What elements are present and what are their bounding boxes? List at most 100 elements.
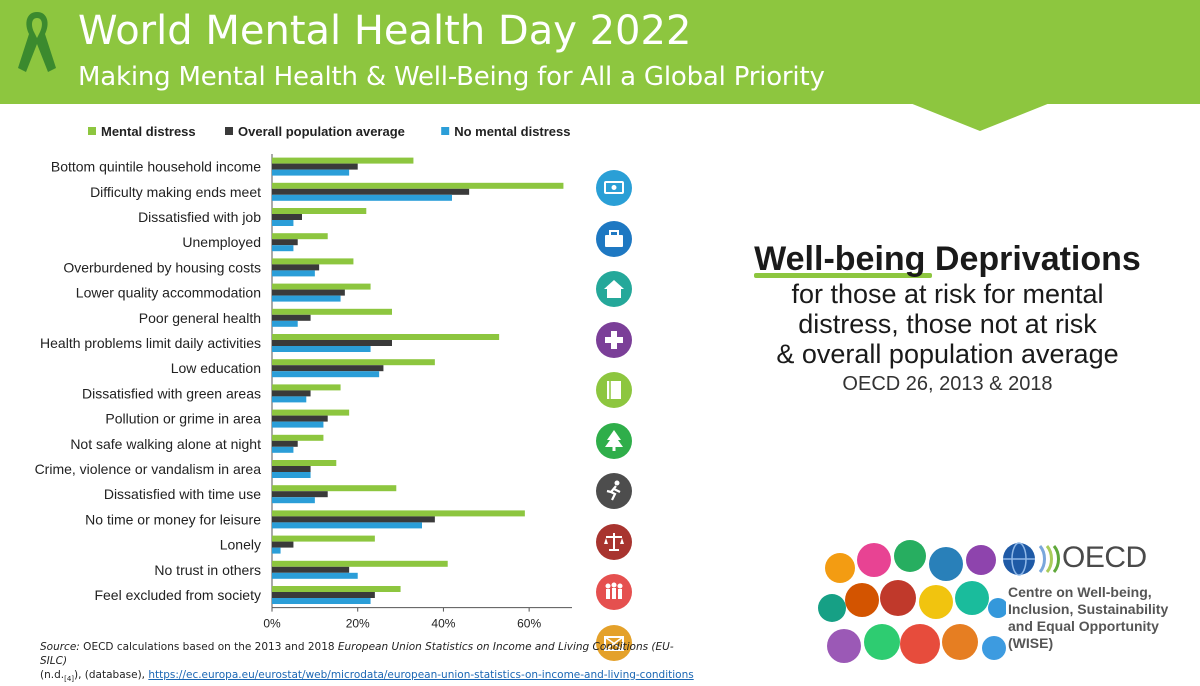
category-label: Dissatisfied with green areas [82, 385, 261, 401]
wise-name: Centre on Well-being, Inclusion, Sustain… [1008, 584, 1198, 652]
legend-swatch [225, 127, 233, 135]
bar [272, 446, 294, 453]
bar [272, 566, 350, 573]
panel-line-3: & overall population average [776, 339, 1119, 369]
bar [272, 320, 298, 327]
page-subtitle: Making Mental Health & Well-Being for Al… [78, 62, 825, 92]
source-ref-end: ), (database), [74, 669, 149, 681]
bar [272, 396, 307, 403]
source-text: OECD calculations based on the 2013 and … [79, 641, 338, 653]
bar [272, 163, 358, 170]
category-label: No time or money for leisure [85, 511, 261, 527]
bar [272, 586, 401, 592]
bar [272, 334, 500, 340]
category-label: Lower quality accommodation [76, 285, 261, 301]
category-label: Low education [171, 360, 261, 376]
category-label: No trust in others [154, 562, 261, 578]
banner-notch [910, 103, 1050, 131]
category-label: Overburdened by housing costs [63, 259, 261, 275]
bar [272, 169, 350, 176]
bar [272, 466, 311, 472]
bar [272, 359, 435, 366]
bar [272, 270, 315, 277]
bar [272, 289, 345, 296]
bar [272, 157, 414, 164]
legend-swatch [441, 127, 450, 135]
bar [272, 460, 337, 466]
book-icon [596, 372, 632, 408]
bar [272, 560, 448, 567]
bar [272, 409, 350, 416]
scales-icon [596, 523, 632, 560]
page-title: World Mental Health Day 2022 [78, 8, 692, 54]
bar [272, 365, 384, 372]
bar [272, 440, 298, 447]
bar [272, 233, 328, 240]
bar-chart: Mental distress Overall population averag… [35, 124, 572, 631]
people-icon [596, 574, 632, 610]
health-cross-icon [596, 321, 632, 358]
bar [272, 535, 375, 542]
x-tick-label: 60% [517, 617, 541, 631]
briefcase-icon [596, 220, 632, 257]
wise-line: (WISE) [1008, 635, 1054, 651]
bar [272, 522, 422, 529]
header-banner: World Mental Health Day 2022 Making Ment… [0, 0, 1200, 104]
category-label: Feel excluded from society [94, 587, 261, 603]
source-ref-sub: [4] [64, 675, 75, 684]
x-tick-label: 0% [263, 617, 281, 631]
bar [272, 245, 294, 252]
bar [272, 421, 324, 428]
bar [272, 258, 354, 265]
bar [272, 491, 328, 498]
bar [272, 390, 311, 397]
bar [272, 264, 320, 271]
category-label: Dissatisfied with time use [104, 486, 261, 502]
bar [272, 346, 371, 352]
source-note: Source: OECD calculations based on the 2… [40, 640, 700, 686]
bar [272, 572, 358, 579]
source-link[interactable]: https://ec.europa.eu/eurostat/web/microd… [148, 669, 694, 681]
bar [272, 497, 315, 504]
bar [272, 220, 294, 226]
bar [272, 415, 328, 422]
category-label: Not safe walking alone at night [70, 436, 261, 452]
x-tick-label: 20% [346, 617, 370, 631]
category-label: Health problems limit daily activities [40, 335, 261, 351]
bar [272, 239, 298, 246]
money-icon [596, 170, 632, 206]
bar [272, 182, 564, 189]
bar [272, 295, 341, 302]
oecd-arcs-icon [1038, 545, 1060, 573]
category-label: Dissatisfied with job [138, 209, 261, 225]
panel-line-2: distress, those not at risk [798, 309, 1097, 339]
info-panel: Well-being Deprivations for those at ris… [700, 240, 1195, 396]
heading-highlight: Well-being [754, 240, 926, 278]
x-tick-label: 40% [431, 617, 455, 631]
legend-label: Overall population average [238, 124, 405, 139]
bar [272, 283, 371, 290]
bar [272, 188, 470, 195]
heading-rest: Deprivations [925, 240, 1141, 278]
source-ref: (n.d. [40, 669, 65, 681]
oecd-globe-icon [1003, 542, 1035, 576]
envelope-icon [596, 624, 632, 661]
category-label: Pollution or grime in area [105, 411, 261, 427]
runner-icon [596, 473, 632, 509]
legend-label: Mental distress [101, 124, 196, 139]
bar [272, 314, 311, 321]
category-label: Poor general health [139, 310, 261, 326]
category-label: Lonely [220, 537, 261, 553]
category-label: Bottom quintile household income [51, 159, 261, 175]
bar [272, 308, 392, 315]
source-label: Source: [40, 641, 80, 653]
bar [272, 208, 367, 214]
source-dataset: European Union Statistics on Income and … [40, 641, 674, 667]
tree-icon [596, 422, 632, 459]
house-icon [596, 271, 632, 307]
panel-note: OECD 26, 2013 & 2018 [842, 373, 1053, 395]
bar [272, 516, 435, 523]
awareness-ribbon-icon [18, 12, 56, 72]
wise-line: Centre on Well-being, [1008, 584, 1152, 600]
faces-illustration [818, 540, 1006, 664]
